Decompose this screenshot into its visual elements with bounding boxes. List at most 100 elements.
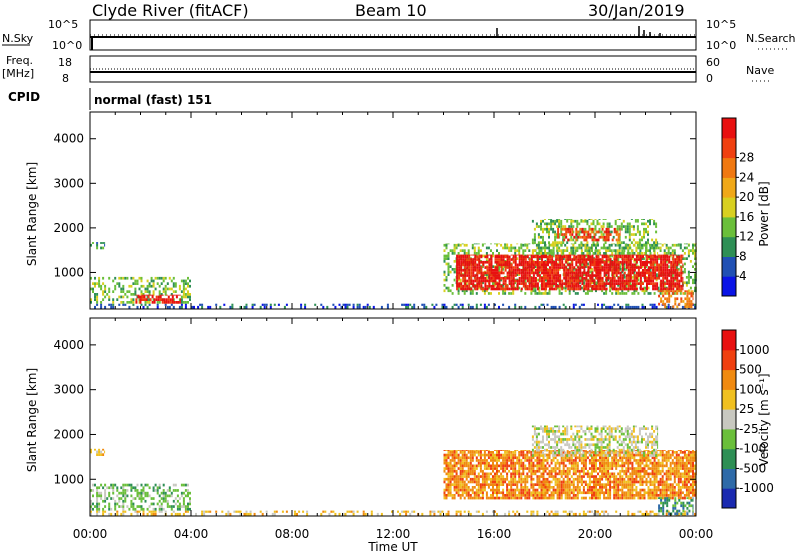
range-cell (528, 496, 531, 500)
range-cell (605, 282, 608, 285)
range-cell (658, 276, 661, 280)
range-cell (233, 510, 236, 513)
range-cell (187, 282, 189, 285)
range-cell (443, 461, 446, 465)
range-cell (441, 305, 444, 309)
range-cell (558, 467, 561, 470)
range-cell (514, 491, 517, 495)
range-cell (135, 298, 138, 301)
range-cell (520, 451, 523, 454)
range-cell (98, 284, 101, 288)
range-cell (560, 488, 563, 492)
range-cell (565, 230, 568, 234)
range-cell (657, 246, 660, 250)
range-cell (556, 241, 559, 244)
range-cell (502, 483, 505, 486)
range-cell (492, 459, 494, 462)
range-cell (508, 496, 511, 500)
range-cell (538, 491, 541, 495)
range-cell (516, 254, 519, 256)
range-cell (687, 289, 690, 293)
range-cell (463, 252, 466, 255)
range-cell (670, 276, 673, 280)
range-cell (564, 453, 567, 457)
range-cell (563, 276, 566, 280)
range-cell (666, 263, 669, 267)
range-cell (447, 467, 450, 470)
range-cell (597, 271, 600, 275)
range-cell (154, 276, 157, 280)
range-cell (508, 266, 511, 269)
range-cell (508, 287, 511, 291)
range-cell (522, 266, 525, 269)
range-cell (678, 284, 681, 288)
range-cell (617, 235, 620, 239)
range-cell (651, 238, 654, 242)
range-cell (466, 258, 469, 261)
range-cell (522, 494, 525, 497)
range-cell (621, 287, 624, 291)
range-cell (478, 255, 481, 259)
range-cell (645, 252, 647, 255)
range-cell (669, 252, 672, 255)
range-cell (488, 266, 491, 269)
range-cell (485, 491, 488, 495)
range-cell (643, 257, 646, 260)
range-cell (463, 510, 466, 513)
range-cell (502, 271, 505, 275)
range-cell (167, 301, 170, 304)
range-cell (649, 268, 652, 271)
range-cell (688, 297, 691, 301)
range-cell (667, 265, 670, 268)
range-cell (538, 286, 541, 290)
range-cell (492, 510, 494, 513)
range-cell (611, 284, 614, 288)
range-cell (172, 282, 175, 285)
range-cell (542, 238, 544, 242)
range-cell (540, 467, 543, 470)
range-cell (551, 276, 554, 280)
range-cell (104, 290, 107, 293)
range-cell (546, 225, 548, 228)
range-cell (472, 282, 475, 285)
range-cell (485, 464, 488, 468)
range-cell (672, 266, 675, 269)
range-cell (587, 279, 590, 283)
range-cell (451, 284, 454, 287)
range-cell (166, 494, 169, 498)
range-cell (610, 225, 613, 228)
range-cell (536, 258, 539, 261)
range-cell (463, 456, 466, 460)
range-cell (142, 497, 145, 500)
range-cell (136, 491, 139, 495)
range-cell (545, 255, 547, 259)
range-cell (146, 284, 149, 288)
range-cell (480, 282, 483, 285)
range-cell (564, 510, 567, 513)
range-cell (595, 254, 598, 256)
range-cell (169, 301, 172, 304)
range-cell (178, 287, 181, 291)
range-cell (249, 510, 252, 513)
range-cell (619, 260, 622, 264)
range-cell (530, 271, 533, 275)
range-cell (447, 252, 450, 255)
range-cell (465, 491, 468, 495)
range-cell (678, 274, 681, 277)
range-cell (492, 475, 494, 478)
range-cell (565, 258, 568, 261)
range-cell (180, 305, 183, 309)
range-cell (611, 292, 614, 295)
range-cell (518, 477, 521, 481)
range-cell (205, 510, 208, 513)
range-cell (445, 483, 448, 486)
range-cell (546, 491, 549, 495)
range-cell (471, 450, 474, 451)
range-cell (470, 271, 473, 275)
range-cell (504, 254, 507, 256)
range-cell (524, 475, 527, 478)
range-cell (352, 303, 355, 306)
range-cell (524, 271, 527, 275)
range-cell (548, 488, 551, 492)
range-cell (541, 276, 543, 280)
